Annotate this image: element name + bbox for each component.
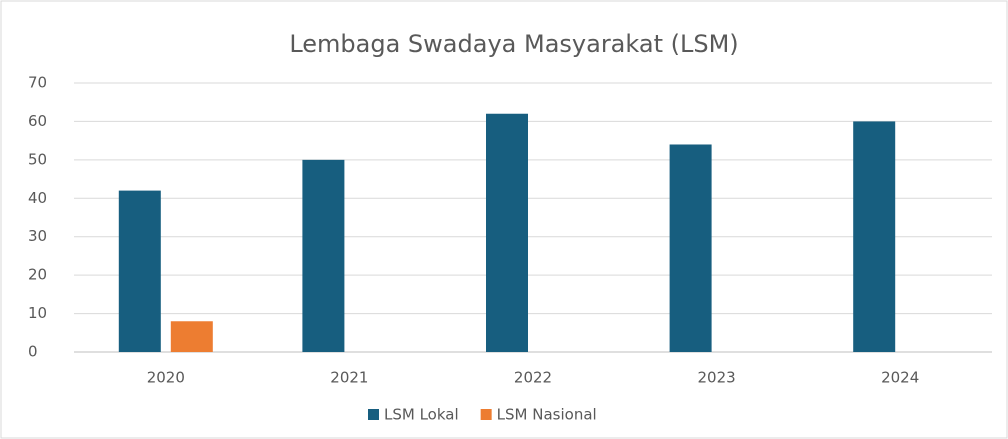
bar	[170, 321, 213, 352]
x-tick-label: 2021	[330, 369, 368, 387]
bar	[853, 121, 896, 352]
y-tick-label: 20	[28, 266, 47, 284]
bar	[486, 113, 528, 352]
bar	[669, 144, 712, 352]
y-tick-label: 70	[28, 74, 47, 92]
y-tick-label: 60	[28, 112, 47, 130]
legend-label: LSM Lokal	[384, 406, 459, 424]
y-tick-label: 40	[28, 189, 47, 207]
y-tick-label: 50	[28, 150, 47, 168]
bar	[302, 159, 345, 352]
legend-swatch	[480, 409, 492, 420]
x-tick-label: 2020	[147, 369, 185, 387]
legend-label: LSM Nasional	[497, 406, 597, 424]
x-tick-label: 2023	[698, 369, 736, 387]
chart-title: Lembaga Swadaya Masyarakat (LSM)	[289, 30, 738, 58]
x-tick-label: 2024	[881, 369, 919, 387]
y-tick-label: 10	[28, 304, 47, 322]
legend-swatch	[368, 409, 379, 420]
y-tick-label: 30	[28, 227, 47, 245]
bar	[118, 190, 161, 352]
x-tick-label: 2022	[514, 369, 552, 387]
y-tick-label: 0	[28, 343, 38, 361]
